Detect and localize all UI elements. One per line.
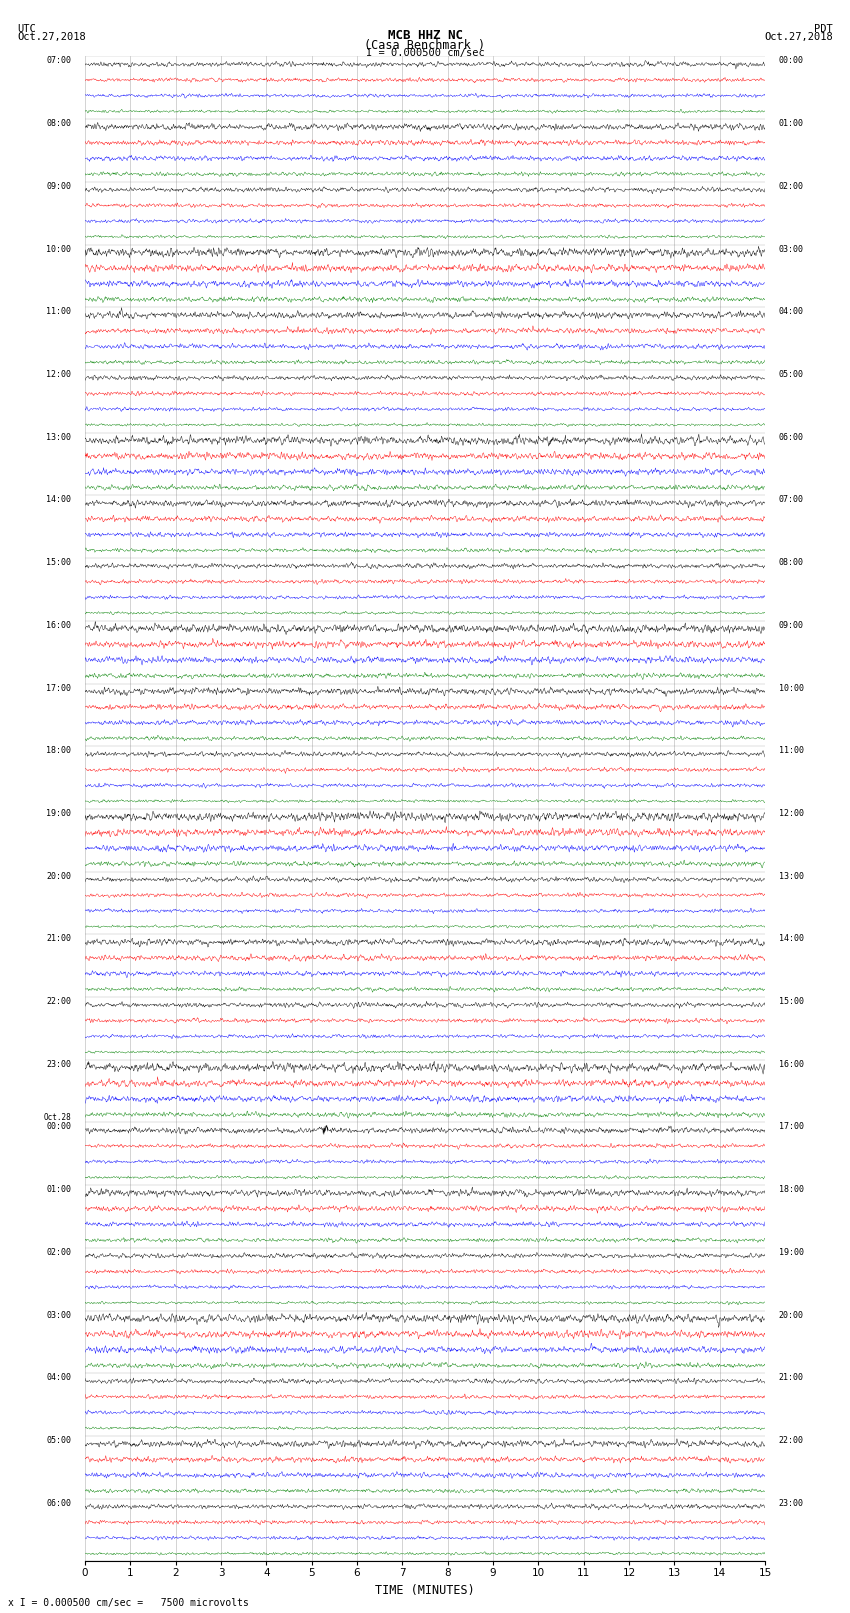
Text: 15:00: 15:00 [779,997,803,1007]
Text: 16:00: 16:00 [779,1060,803,1069]
Text: 13:00: 13:00 [779,871,803,881]
Text: Oct.27,2018: Oct.27,2018 [764,32,833,42]
Text: 22:00: 22:00 [779,1436,803,1445]
Text: 10:00: 10:00 [47,245,71,253]
Text: 12:00: 12:00 [47,369,71,379]
Text: 00:00: 00:00 [47,1123,71,1131]
Text: MCB HHZ NC: MCB HHZ NC [388,29,462,42]
Text: UTC: UTC [17,24,36,34]
Text: 07:00: 07:00 [47,56,71,66]
Text: 19:00: 19:00 [47,810,71,818]
Text: 05:00: 05:00 [779,369,803,379]
Text: 15:00: 15:00 [47,558,71,568]
Text: 23:00: 23:00 [779,1498,803,1508]
Text: Oct.28: Oct.28 [43,1113,71,1121]
Text: 05:00: 05:00 [47,1436,71,1445]
X-axis label: TIME (MINUTES): TIME (MINUTES) [375,1584,475,1597]
Text: 07:00: 07:00 [779,495,803,505]
Text: 08:00: 08:00 [779,558,803,568]
Text: 17:00: 17:00 [47,684,71,692]
Text: 09:00: 09:00 [779,621,803,629]
Text: 03:00: 03:00 [47,1310,71,1319]
Text: 03:00: 03:00 [779,245,803,253]
Text: I = 0.000500 cm/sec: I = 0.000500 cm/sec [366,48,484,58]
Text: 17:00: 17:00 [779,1123,803,1131]
Text: 21:00: 21:00 [779,1373,803,1382]
Text: 11:00: 11:00 [47,308,71,316]
Text: 13:00: 13:00 [47,432,71,442]
Text: 00:00: 00:00 [779,56,803,66]
Text: 04:00: 04:00 [47,1373,71,1382]
Text: 14:00: 14:00 [779,934,803,944]
Text: 14:00: 14:00 [47,495,71,505]
Text: 18:00: 18:00 [779,1186,803,1194]
Text: 09:00: 09:00 [47,182,71,190]
Text: 04:00: 04:00 [779,308,803,316]
Text: 16:00: 16:00 [47,621,71,629]
Text: x I = 0.000500 cm/sec =   7500 microvolts: x I = 0.000500 cm/sec = 7500 microvolts [8,1598,249,1608]
Text: 19:00: 19:00 [779,1248,803,1257]
Text: (Casa Benchmark ): (Casa Benchmark ) [365,39,485,52]
Text: 20:00: 20:00 [47,871,71,881]
Text: 12:00: 12:00 [779,810,803,818]
Text: 22:00: 22:00 [47,997,71,1007]
Text: 02:00: 02:00 [47,1248,71,1257]
Text: 06:00: 06:00 [779,432,803,442]
Text: 01:00: 01:00 [779,119,803,127]
Text: 10:00: 10:00 [779,684,803,692]
Text: 06:00: 06:00 [47,1498,71,1508]
Text: Oct.27,2018: Oct.27,2018 [17,32,86,42]
Text: 23:00: 23:00 [47,1060,71,1069]
Text: 20:00: 20:00 [779,1310,803,1319]
Text: 18:00: 18:00 [47,747,71,755]
Text: 01:00: 01:00 [47,1186,71,1194]
Text: 11:00: 11:00 [779,747,803,755]
Text: 21:00: 21:00 [47,934,71,944]
Text: 08:00: 08:00 [47,119,71,127]
Text: 02:00: 02:00 [779,182,803,190]
Text: PDT: PDT [814,24,833,34]
